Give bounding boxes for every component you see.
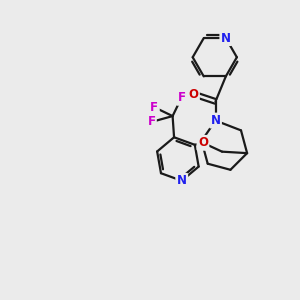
Text: N: N: [221, 32, 231, 45]
Text: N: N: [177, 174, 187, 187]
Text: O: O: [198, 136, 208, 149]
Text: F: F: [177, 91, 185, 104]
Text: O: O: [188, 88, 198, 100]
Text: F: F: [147, 116, 155, 128]
Text: F: F: [150, 101, 158, 114]
Text: N: N: [211, 114, 220, 127]
